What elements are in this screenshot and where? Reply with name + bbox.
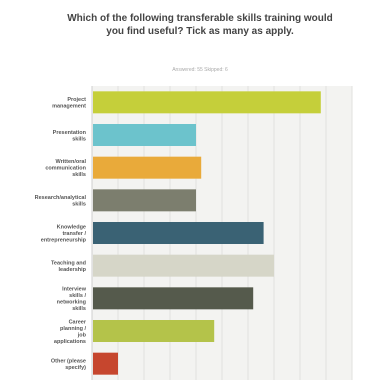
bar (93, 91, 321, 114)
category-label: Teaching and leadership (51, 260, 87, 273)
category-label: Presentation skills (53, 130, 87, 143)
category-label: Research/analytical skills (35, 195, 87, 208)
bar (93, 124, 196, 146)
bar (93, 320, 215, 342)
category-label: Interview skills / networking skills (57, 287, 87, 313)
bar (93, 254, 274, 277)
bar (93, 352, 118, 375)
chart-title: Which of the following transferable skil… (67, 13, 333, 37)
bar (93, 189, 196, 212)
category-label: Project management (52, 97, 86, 110)
chart-subtitle: Answered: 55 Skipped: 6 (172, 67, 228, 73)
category-label: Other (please specify) (51, 358, 86, 371)
bar (93, 156, 202, 179)
category-label: Career planning / job applications (54, 319, 87, 345)
bar (93, 222, 264, 244)
category-label: Knowledge transfer / entrepreneurship (41, 225, 87, 244)
bar (93, 287, 254, 310)
category-label: Written/oral communication skills (45, 159, 86, 178)
